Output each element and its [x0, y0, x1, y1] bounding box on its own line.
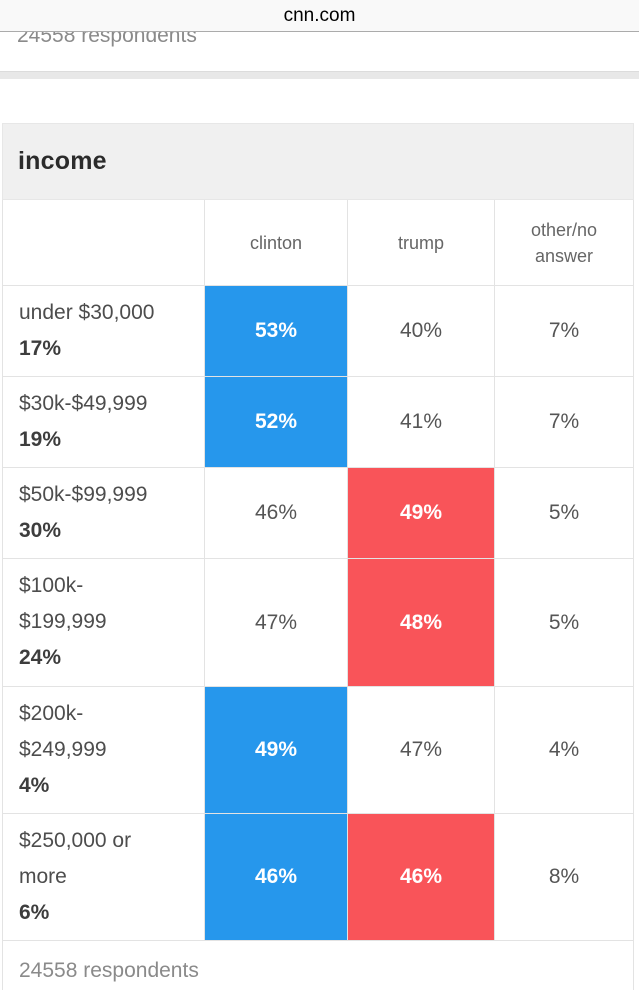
- cell-trump-value: 40%: [347, 286, 494, 376]
- table-row: $200k- $249,999 4% 49% 47% 4%: [3, 686, 633, 813]
- cell-clinton-value: 46%: [204, 468, 347, 558]
- row-label: $100k- $199,999: [19, 574, 107, 633]
- cell-other-value: 5%: [494, 559, 633, 686]
- cell-other-value: 8%: [494, 814, 633, 940]
- row-label: under $30,000: [19, 301, 155, 324]
- browser-title-bar[interactable]: cnn.com: [0, 0, 639, 32]
- table-row: $30k-$49,999 19% 52% 41% 7%: [3, 376, 633, 467]
- exit-poll-table: clinton trump other/no answer under $30,…: [2, 200, 634, 990]
- table-row: under $30,000 17% 53% 40% 7%: [3, 285, 633, 376]
- cell-other-value: 5%: [494, 468, 633, 558]
- row-label: $30k-$49,999: [19, 392, 148, 415]
- cell-trump-value: 47%: [347, 687, 494, 813]
- row-label-cell: $250,000 or more 6%: [3, 814, 204, 940]
- table-row: $100k- $199,999 24% 47% 48% 5%: [3, 558, 633, 686]
- cell-other-value: 4%: [494, 687, 633, 813]
- cell-trump-value: 48%: [347, 559, 494, 686]
- site-url: cnn.com: [283, 4, 356, 26]
- cell-other-value: 7%: [494, 377, 633, 467]
- section-title: income: [18, 147, 107, 175]
- cell-clinton-value: 49%: [204, 687, 347, 813]
- previous-respondents-count: 24558 respondents: [17, 32, 197, 47]
- row-share: 30%: [19, 519, 62, 542]
- row-label-cell: $30k-$49,999 19%: [3, 377, 204, 467]
- row-share: 4%: [19, 774, 50, 797]
- column-header-clinton: clinton: [204, 200, 347, 285]
- section-header: income: [2, 123, 634, 200]
- row-label-cell: $50k-$99,999 30%: [3, 468, 204, 558]
- row-label: $250,000 or more: [19, 829, 132, 888]
- previous-table-footer: 24558 respondents: [0, 32, 639, 72]
- row-label-cell: $200k- $249,999 4%: [3, 687, 204, 813]
- row-label-cell: $100k- $199,999 24%: [3, 559, 204, 686]
- cell-trump-value: 41%: [347, 377, 494, 467]
- cell-clinton-value: 47%: [204, 559, 347, 686]
- cell-clinton-value: 46%: [204, 814, 347, 940]
- row-label-cell: under $30,000 17%: [3, 286, 204, 376]
- table-row: $250,000 or more 6% 46% 46% 8%: [3, 813, 633, 940]
- exit-poll-card: income clinton trump other/no answer und…: [2, 123, 634, 990]
- row-share: 17%: [19, 337, 62, 360]
- respondents-count: 24558 respondents: [19, 959, 199, 982]
- row-label: $200k- $249,999: [19, 702, 107, 761]
- table-header-row: clinton trump other/no answer: [3, 200, 633, 285]
- cell-trump-value: 46%: [347, 814, 494, 940]
- cell-clinton-value: 53%: [204, 286, 347, 376]
- cell-other-value: 7%: [494, 286, 633, 376]
- column-header-empty: [3, 200, 204, 285]
- section-divider: [0, 72, 639, 79]
- respondents-footer: 24558 respondents: [3, 940, 633, 990]
- cell-trump-value: 49%: [347, 468, 494, 558]
- row-label: $50k-$99,999: [19, 483, 148, 506]
- cell-clinton-value: 52%: [204, 377, 347, 467]
- card-top-spacer: [0, 79, 639, 123]
- row-share: 6%: [19, 901, 50, 924]
- row-share: 19%: [19, 428, 62, 451]
- column-header-other: other/no answer: [494, 200, 633, 285]
- row-share: 24%: [19, 646, 62, 669]
- table-row: $50k-$99,999 30% 46% 49% 5%: [3, 467, 633, 558]
- column-header-trump: trump: [347, 200, 494, 285]
